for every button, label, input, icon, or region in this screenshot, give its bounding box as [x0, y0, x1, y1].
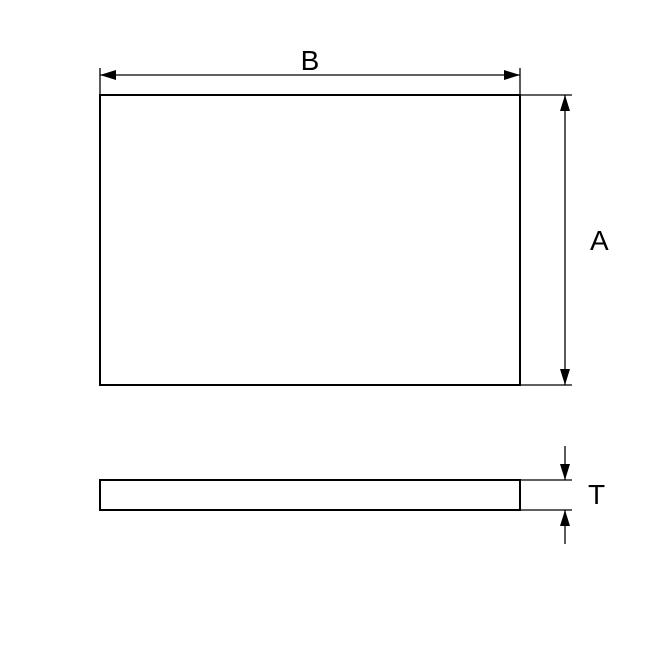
dim-b-label: B	[301, 45, 320, 76]
plate-front-view	[100, 95, 520, 385]
arrowhead	[100, 70, 116, 80]
dimension-diagram: B A T	[0, 0, 670, 670]
arrowhead	[560, 95, 570, 111]
arrowhead	[560, 369, 570, 385]
plate-edge-view	[100, 480, 520, 510]
dim-t-label: T	[588, 479, 605, 510]
dim-a-label: A	[590, 225, 609, 256]
arrowhead	[560, 510, 570, 526]
arrowhead	[560, 464, 570, 480]
arrowhead	[504, 70, 520, 80]
